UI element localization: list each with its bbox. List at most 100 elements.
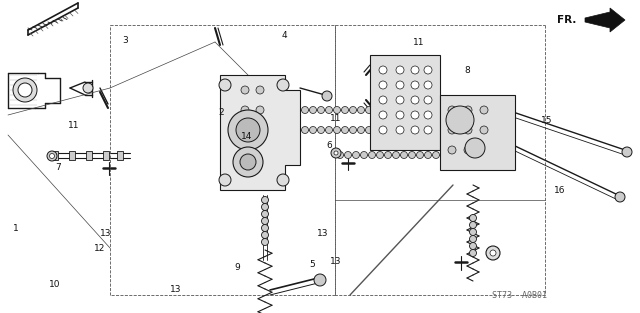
Circle shape [464,106,472,114]
Circle shape [236,118,260,142]
Circle shape [470,222,477,228]
Text: 3: 3 [122,36,127,45]
Circle shape [301,106,308,114]
Circle shape [13,78,37,102]
Circle shape [365,106,372,114]
Circle shape [424,126,432,134]
Circle shape [411,81,419,89]
Bar [370,55,440,150]
Circle shape [433,151,440,158]
Circle shape [486,246,500,260]
Circle shape [241,106,249,114]
Circle shape [448,146,456,154]
Text: 11: 11 [330,115,342,123]
Text: 5: 5 [310,260,315,269]
Circle shape [331,148,341,158]
Text: 14: 14 [241,132,252,141]
Text: 4: 4 [282,32,287,40]
Text: 2: 2 [218,108,223,117]
Circle shape [376,151,383,158]
Circle shape [470,235,477,243]
Circle shape [408,151,415,158]
Circle shape [424,96,432,104]
Circle shape [219,174,231,186]
Circle shape [379,81,387,89]
Circle shape [470,228,477,235]
Circle shape [262,239,269,245]
Circle shape [337,151,344,158]
Circle shape [424,81,432,89]
Circle shape [310,126,317,134]
Circle shape [411,96,419,104]
Circle shape [262,218,269,224]
Circle shape [369,151,376,158]
Circle shape [277,174,289,186]
Circle shape [244,146,252,154]
Circle shape [615,192,625,202]
Text: 13: 13 [317,229,329,238]
Text: 13: 13 [330,257,342,266]
Circle shape [301,126,308,134]
Circle shape [465,138,485,158]
Circle shape [326,126,333,134]
Circle shape [385,151,392,158]
Circle shape [411,111,419,119]
Circle shape [424,151,431,158]
Text: 13: 13 [100,229,111,238]
Circle shape [49,153,54,158]
Text: 10: 10 [49,280,60,289]
Text: 1: 1 [13,224,19,233]
Circle shape [277,79,289,91]
Circle shape [317,106,324,114]
Circle shape [490,250,496,256]
Circle shape [480,106,488,114]
Polygon shape [220,75,300,190]
Circle shape [396,126,404,134]
Text: 12: 12 [93,244,105,253]
Circle shape [262,197,269,203]
Circle shape [47,151,57,161]
Circle shape [256,106,264,114]
Bar [52,151,58,160]
Text: ST73  A0B01: ST73 A0B01 [493,290,547,300]
Bar [69,151,75,160]
Text: 13: 13 [170,285,182,294]
Circle shape [342,126,349,134]
Text: 7: 7 [55,163,60,172]
Circle shape [358,126,365,134]
Text: FR.: FR. [557,15,576,25]
Circle shape [241,126,249,134]
Circle shape [379,66,387,74]
Circle shape [622,147,632,157]
Text: 11: 11 [68,121,79,130]
Circle shape [470,249,477,256]
Circle shape [342,106,349,114]
Text: 11: 11 [413,38,425,47]
Circle shape [401,151,408,158]
Circle shape [349,106,356,114]
Circle shape [322,91,332,101]
Text: 16: 16 [554,187,566,195]
Circle shape [219,79,231,91]
Circle shape [262,203,269,211]
Circle shape [396,111,404,119]
Circle shape [448,106,456,114]
Circle shape [262,224,269,232]
Circle shape [256,86,264,94]
Circle shape [446,106,474,134]
Text: 8: 8 [465,66,470,75]
Circle shape [326,106,333,114]
Bar [117,151,123,160]
Circle shape [424,111,432,119]
Circle shape [349,126,356,134]
Circle shape [480,126,488,134]
Circle shape [417,151,424,158]
Circle shape [365,126,372,134]
Circle shape [333,126,340,134]
Text: 15: 15 [541,116,553,125]
Circle shape [358,106,365,114]
Circle shape [244,166,252,174]
Circle shape [379,126,387,134]
Circle shape [424,66,432,74]
Text: 6: 6 [327,141,332,150]
